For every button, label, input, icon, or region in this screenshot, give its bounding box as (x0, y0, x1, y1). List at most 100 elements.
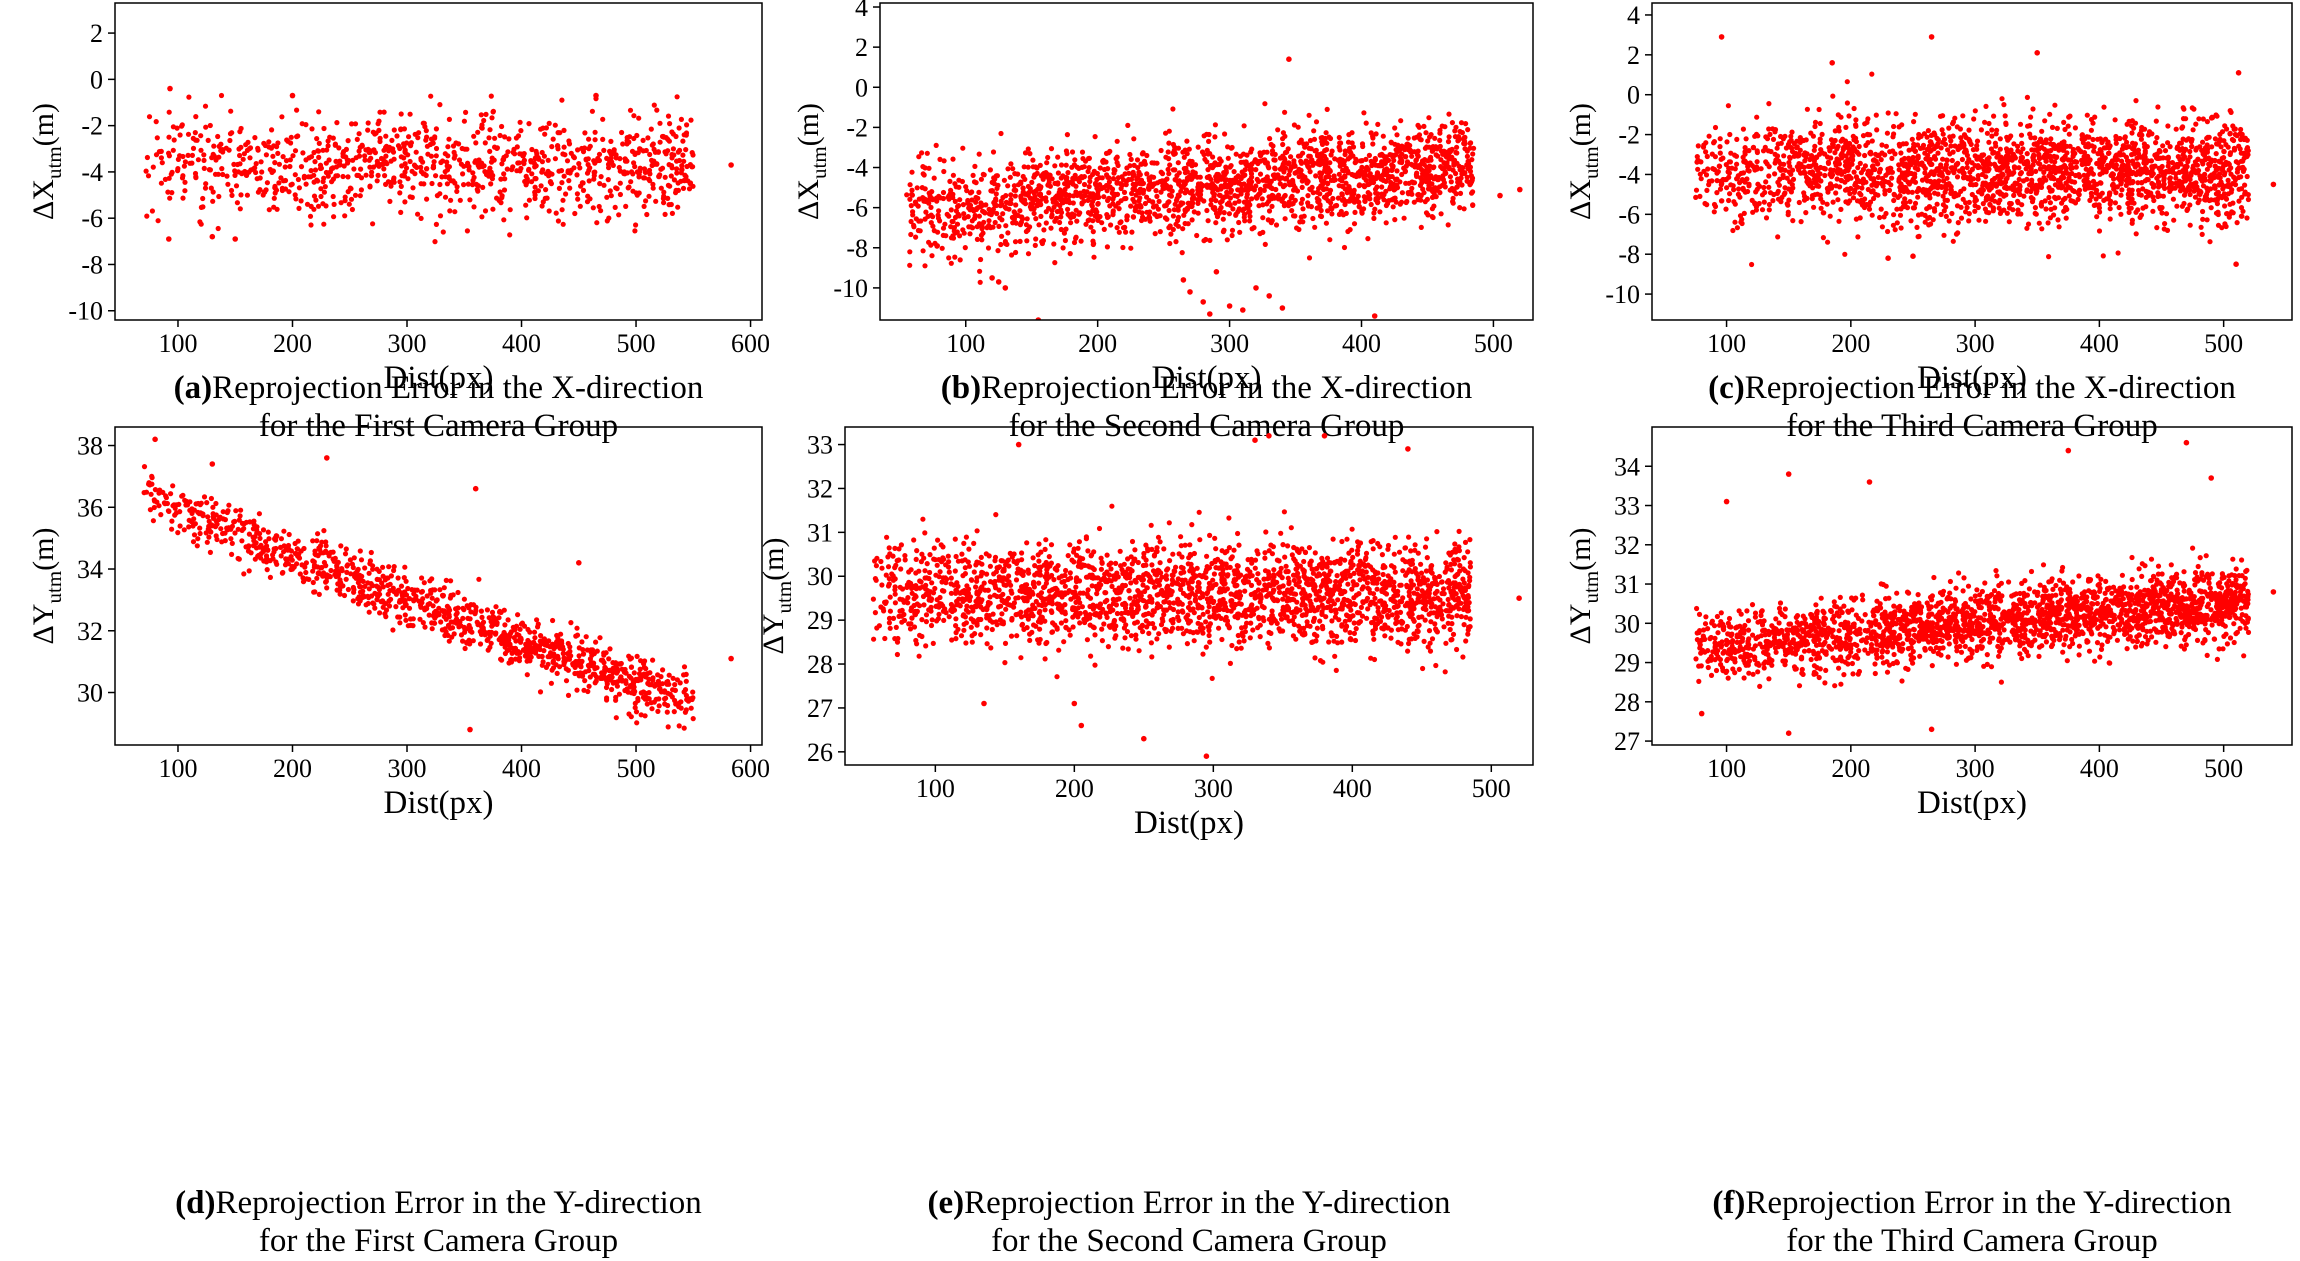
scatter-point (1212, 122, 1218, 128)
scatter-point (1366, 152, 1372, 158)
scatter-point (320, 179, 326, 185)
scatter-point (1442, 168, 1448, 174)
scatter-point (1726, 197, 1732, 204)
scatter-point (2092, 114, 2098, 120)
scatter-point (1175, 214, 1182, 220)
scatter-point (1746, 181, 1752, 187)
scatter-point (402, 149, 408, 156)
scatter-point (2066, 131, 2072, 137)
scatter-point (571, 165, 577, 171)
scatter-point (1114, 191, 1121, 197)
scatter-point (1251, 187, 1257, 193)
scatter-point (289, 181, 295, 187)
scatter-point (437, 102, 443, 108)
scatter-point (402, 199, 408, 205)
y-axis-title-sub: utm (42, 146, 66, 179)
scatter-point (201, 165, 207, 171)
scatter-point (1248, 168, 1254, 174)
scatter-point (1850, 195, 1857, 201)
scatter-point (1121, 189, 1128, 195)
scatter-point (234, 161, 241, 168)
scatter-point (1214, 171, 1220, 177)
scatter-point (526, 121, 532, 127)
scatter-point (645, 135, 651, 141)
scatter-point (2180, 136, 2186, 142)
scatter-point (1468, 173, 1474, 179)
scatter-point (166, 109, 172, 115)
scatter-point (1174, 173, 1180, 179)
scatter-point (213, 157, 219, 163)
scatter-point (312, 167, 319, 173)
scatter-point (1907, 199, 1913, 205)
scatter-point (2181, 200, 2187, 207)
scatter-point (1123, 195, 1129, 202)
scatter-point (1363, 120, 1369, 126)
scatter-point (1857, 160, 1863, 166)
scatter-point (274, 206, 280, 212)
scatter-point (2089, 143, 2095, 149)
scatter-point (1071, 239, 1078, 246)
scatter-point (315, 178, 321, 184)
scatter-point (170, 147, 176, 153)
scatter-point (1940, 202, 1946, 208)
scatter-point (1414, 134, 1420, 140)
plot-frame (114, 2, 763, 321)
scatter-point (1207, 163, 1214, 169)
scatter-point (1269, 185, 1275, 192)
scatter-point (1063, 148, 1069, 154)
scatter-point (1013, 202, 1019, 208)
scatter-point (2061, 208, 2067, 214)
scatter-point (272, 190, 278, 196)
scatter-point (2224, 126, 2230, 132)
scatter-point (1347, 145, 1353, 151)
scatter-point (2196, 197, 2202, 203)
scatter-point (1030, 200, 1036, 206)
scatter-point (1867, 199, 1874, 205)
scatter-point (1006, 200, 1012, 206)
scatter-point (1170, 226, 1176, 233)
scatter-point (1693, 187, 1700, 193)
scatter-point (2023, 166, 2029, 172)
scatter-point (1828, 185, 1835, 191)
scatter-point (1257, 171, 1264, 177)
scatter-point (266, 207, 272, 213)
scatter-point (2063, 168, 2069, 175)
scatter-point (2195, 156, 2201, 162)
scatter-point (1306, 145, 1312, 151)
scatter-point (321, 221, 327, 227)
scatter-point (1923, 192, 1929, 198)
scatter-point (158, 155, 164, 161)
scatter-point (1442, 164, 1448, 170)
scatter-point (2206, 161, 2212, 167)
scatter-point (482, 208, 489, 214)
scatter-point (2200, 216, 2206, 222)
scatter-point (318, 193, 324, 200)
scatter-point (1199, 182, 1205, 189)
scatter-point (631, 113, 637, 119)
scatter-point (381, 166, 387, 172)
scatter-point (962, 245, 968, 251)
scatter-point (1763, 215, 1770, 221)
scatter-point (1152, 231, 1158, 237)
scatter-point (1302, 176, 1308, 182)
scatter-outlier-point (1371, 313, 1378, 319)
scatter-point (2192, 194, 2198, 200)
scatter-point (1058, 209, 1065, 216)
scatter-point (2043, 206, 2049, 212)
scatter-point (555, 218, 562, 224)
scatter-point (2037, 166, 2043, 172)
scatter-point (1414, 170, 1420, 176)
scatter-point (920, 248, 926, 254)
scatter-point (1210, 205, 1216, 211)
scatter-point (2185, 206, 2191, 212)
scatter-point (666, 202, 672, 208)
y-tick-label: -8 (846, 234, 868, 263)
scatter-point (1319, 154, 1325, 160)
scatter-point (410, 185, 416, 191)
scatter-point (1074, 192, 1080, 198)
scatter-point (323, 160, 329, 166)
scatter-point (333, 173, 339, 179)
scatter-point (1905, 189, 1911, 195)
scatter-point (1770, 136, 1777, 142)
scatter-point (1903, 161, 1909, 167)
